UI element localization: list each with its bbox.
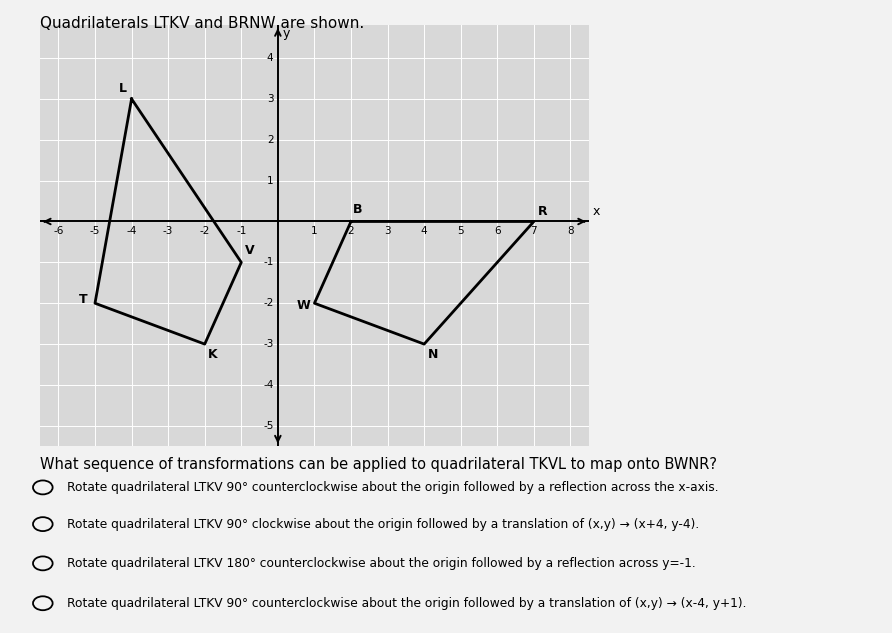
Text: T: T (78, 293, 87, 306)
Text: Rotate quadrilateral LTKV 90° counterclockwise about the origin followed by a re: Rotate quadrilateral LTKV 90° counterclo… (67, 481, 719, 494)
Text: -3: -3 (263, 339, 274, 349)
Text: 1: 1 (267, 175, 274, 185)
Text: -6: -6 (54, 227, 63, 236)
Text: B: B (353, 203, 362, 216)
Text: x: x (592, 205, 599, 218)
Text: 3: 3 (267, 94, 274, 104)
Text: -4: -4 (127, 227, 136, 236)
Text: R: R (538, 205, 547, 218)
Text: L: L (119, 82, 127, 94)
Text: -1: -1 (236, 227, 246, 236)
Text: N: N (428, 348, 438, 361)
Text: 6: 6 (494, 227, 500, 236)
Text: -2: -2 (263, 298, 274, 308)
Text: -3: -3 (163, 227, 173, 236)
Text: 2: 2 (267, 135, 274, 145)
Text: 2: 2 (348, 227, 354, 236)
Text: -1: -1 (263, 258, 274, 267)
Text: -4: -4 (263, 380, 274, 390)
Text: W: W (296, 299, 310, 312)
Text: K: K (209, 348, 218, 361)
Text: 7: 7 (531, 227, 537, 236)
Text: What sequence of transformations can be applied to quadrilateral TKVL to map ont: What sequence of transformations can be … (40, 457, 717, 472)
Text: -2: -2 (200, 227, 210, 236)
Text: -5: -5 (263, 421, 274, 431)
Text: 4: 4 (267, 53, 274, 63)
Text: Rotate quadrilateral LTKV 90° counterclockwise about the origin followed by a tr: Rotate quadrilateral LTKV 90° counterclo… (67, 597, 747, 610)
Text: Rotate quadrilateral LTKV 180° counterclockwise about the origin followed by a r: Rotate quadrilateral LTKV 180° countercl… (67, 557, 696, 570)
Text: y: y (282, 27, 290, 41)
Text: V: V (245, 244, 254, 257)
Text: Quadrilaterals LTKV and BRNW are shown.: Quadrilaterals LTKV and BRNW are shown. (40, 16, 365, 31)
Text: 1: 1 (311, 227, 318, 236)
Text: Rotate quadrilateral LTKV 90° clockwise about the origin followed by a translati: Rotate quadrilateral LTKV 90° clockwise … (67, 518, 699, 530)
Text: 3: 3 (384, 227, 391, 236)
Text: 4: 4 (421, 227, 427, 236)
Text: 5: 5 (458, 227, 464, 236)
Text: 8: 8 (567, 227, 574, 236)
Text: -5: -5 (90, 227, 100, 236)
